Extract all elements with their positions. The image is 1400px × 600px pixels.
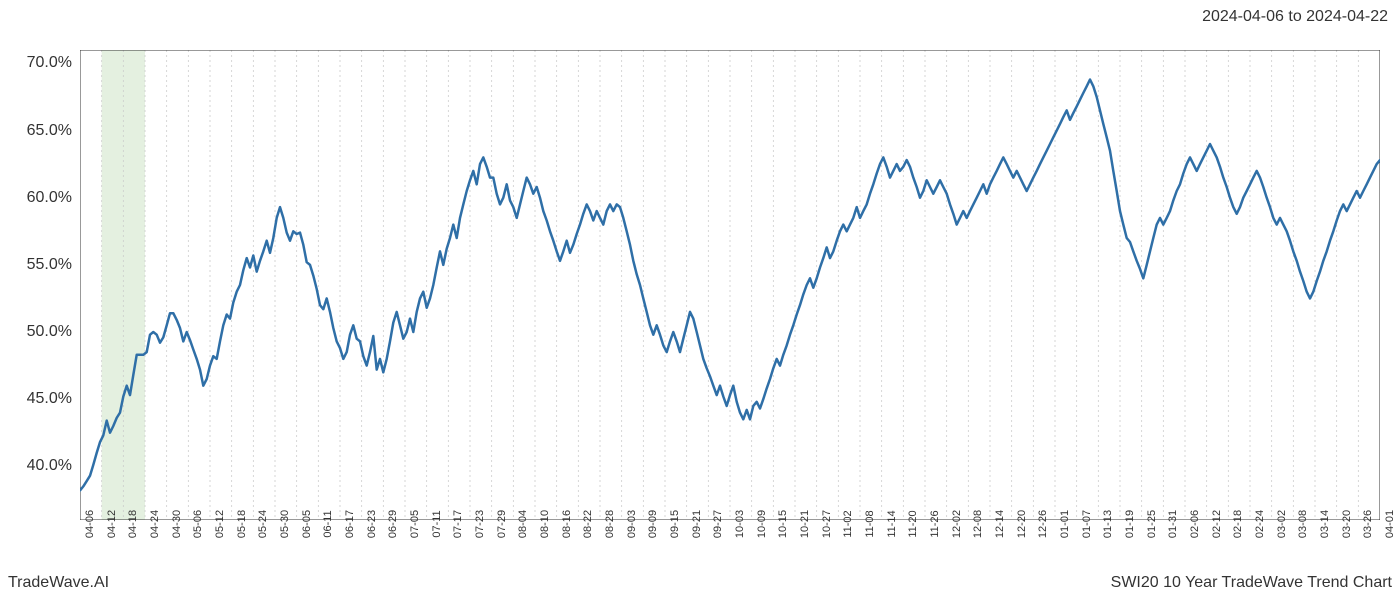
x-tick-label: 09-27 xyxy=(712,510,724,538)
x-tick-label: 08-28 xyxy=(604,510,616,538)
x-tick-label: 09-03 xyxy=(626,510,638,538)
y-tick-label: 40.0% xyxy=(27,457,72,475)
y-tick-label: 55.0% xyxy=(27,256,72,274)
x-tick-label: 02-24 xyxy=(1254,510,1266,538)
x-tick-label: 11-02 xyxy=(842,510,854,537)
chart-area xyxy=(80,50,1380,520)
x-tick-label: 06-17 xyxy=(344,510,356,538)
x-tick-label: 02-18 xyxy=(1232,510,1244,538)
x-tick-label: 07-05 xyxy=(409,510,421,538)
x-tick-label: 12-14 xyxy=(994,510,1006,538)
y-tick-label: 45.0% xyxy=(27,390,72,408)
x-tick-label: 04-30 xyxy=(171,510,183,538)
x-tick-label: 01-01 xyxy=(1059,510,1071,538)
x-tick-label: 06-05 xyxy=(301,510,313,538)
x-tick-label: 06-23 xyxy=(366,510,378,538)
x-tick-label: 12-02 xyxy=(951,510,963,538)
x-tick-label: 02-06 xyxy=(1189,510,1201,538)
x-tick-label: 10-03 xyxy=(734,510,746,538)
x-tick-label: 11-08 xyxy=(864,510,876,537)
x-tick-label: 04-24 xyxy=(149,510,161,538)
x-tick-label: 12-20 xyxy=(1016,510,1028,538)
y-tick-label: 65.0% xyxy=(27,122,72,140)
x-tick-label: 08-04 xyxy=(517,510,529,538)
x-tick-label: 07-23 xyxy=(474,510,486,538)
footer-brand: TradeWave.AI xyxy=(8,574,109,592)
y-tick-label: 50.0% xyxy=(27,323,72,341)
x-tick-label: 10-21 xyxy=(799,510,811,538)
x-tick-label: 01-07 xyxy=(1081,510,1093,538)
x-tick-label: 05-12 xyxy=(214,510,226,538)
y-tick-label: 60.0% xyxy=(27,189,72,207)
x-tick-label: 01-25 xyxy=(1146,510,1158,538)
x-tick-label: 07-17 xyxy=(452,510,464,538)
x-tick-label: 03-02 xyxy=(1276,510,1288,538)
x-tick-label: 11-26 xyxy=(929,510,941,537)
x-tick-label: 05-24 xyxy=(257,510,269,538)
x-tick-label: 07-29 xyxy=(496,510,508,538)
x-tick-label: 08-10 xyxy=(539,510,551,538)
x-tick-label: 05-06 xyxy=(192,510,204,538)
x-tick-label: 03-08 xyxy=(1297,510,1309,538)
x-tick-label: 03-14 xyxy=(1319,510,1331,538)
x-tick-label: 04-06 xyxy=(84,510,96,538)
x-tick-label: 01-19 xyxy=(1124,510,1136,538)
x-tick-label: 08-22 xyxy=(582,510,594,538)
x-tick-label: 10-15 xyxy=(777,510,789,538)
y-axis: 40.0% 45.0% 50.0% 55.0% 60.0% 65.0% 70.0% xyxy=(0,50,80,520)
x-tick-label: 05-18 xyxy=(236,510,248,538)
x-tick-label: 09-09 xyxy=(647,510,659,538)
x-tick-label: 11-14 xyxy=(886,510,898,537)
x-tick-label: 09-21 xyxy=(691,510,703,538)
x-tick-label: 03-20 xyxy=(1341,510,1353,538)
x-tick-label: 08-16 xyxy=(561,510,573,538)
x-tick-label: 04-12 xyxy=(106,510,118,538)
x-tick-label: 01-13 xyxy=(1102,510,1114,538)
x-tick-label: 01-31 xyxy=(1167,510,1179,538)
footer-title: SWI20 10 Year TradeWave Trend Chart xyxy=(1111,574,1392,592)
date-range: 2024-04-06 to 2024-04-22 xyxy=(1202,8,1388,26)
x-tick-label: 02-12 xyxy=(1211,510,1223,538)
x-tick-label: 12-26 xyxy=(1037,510,1049,538)
x-tick-label: 06-29 xyxy=(387,510,399,538)
x-tick-label: 10-27 xyxy=(821,510,833,538)
x-tick-label: 09-15 xyxy=(669,510,681,538)
x-tick-label: 11-20 xyxy=(907,510,919,537)
x-tick-label: 05-30 xyxy=(279,510,291,538)
x-tick-label: 10-09 xyxy=(756,510,768,538)
x-tick-label: 03-26 xyxy=(1362,510,1374,538)
x-tick-label: 07-11 xyxy=(431,510,443,537)
x-tick-label: 04-18 xyxy=(127,510,139,538)
x-tick-label: 06-11 xyxy=(322,510,334,537)
x-tick-label: 12-08 xyxy=(972,510,984,538)
y-tick-label: 70.0% xyxy=(27,54,72,72)
x-tick-label: 04-01 xyxy=(1384,510,1396,538)
